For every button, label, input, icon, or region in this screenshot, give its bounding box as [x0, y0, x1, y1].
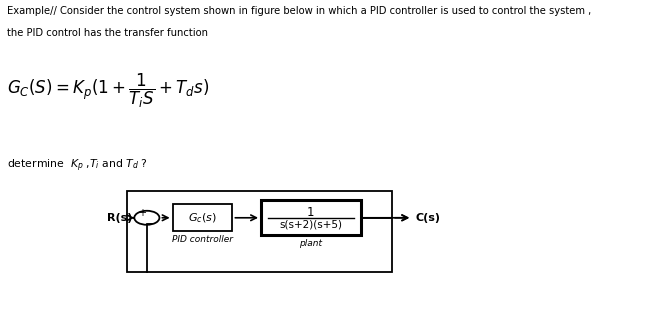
Text: 1: 1	[307, 205, 314, 219]
Text: the PID control has the transfer function: the PID control has the transfer functio…	[7, 29, 208, 39]
Text: −: −	[145, 219, 154, 229]
FancyBboxPatch shape	[261, 200, 361, 235]
Text: R(s): R(s)	[107, 213, 132, 223]
Text: plant: plant	[299, 239, 322, 248]
Text: +: +	[138, 208, 145, 218]
Text: $G_c(s)$: $G_c(s)$	[188, 211, 217, 225]
Text: PID controller: PID controller	[172, 235, 233, 244]
Text: determine  $K_p$ ,$T_i$ and $T_d$ ?: determine $K_p$ ,$T_i$ and $T_d$ ?	[7, 157, 148, 174]
Text: C(s): C(s)	[415, 213, 440, 223]
Text: s(s+2)(s+5): s(s+2)(s+5)	[280, 220, 343, 230]
Text: Example// Consider the control system shown in figure below in which a PID contr: Example// Consider the control system sh…	[7, 6, 591, 16]
Text: $G_C(S)= K_p(1+\dfrac{1}{T_iS}+T_ds)$: $G_C(S)= K_p(1+\dfrac{1}{T_iS}+T_ds)$	[7, 71, 210, 109]
FancyBboxPatch shape	[172, 204, 233, 231]
